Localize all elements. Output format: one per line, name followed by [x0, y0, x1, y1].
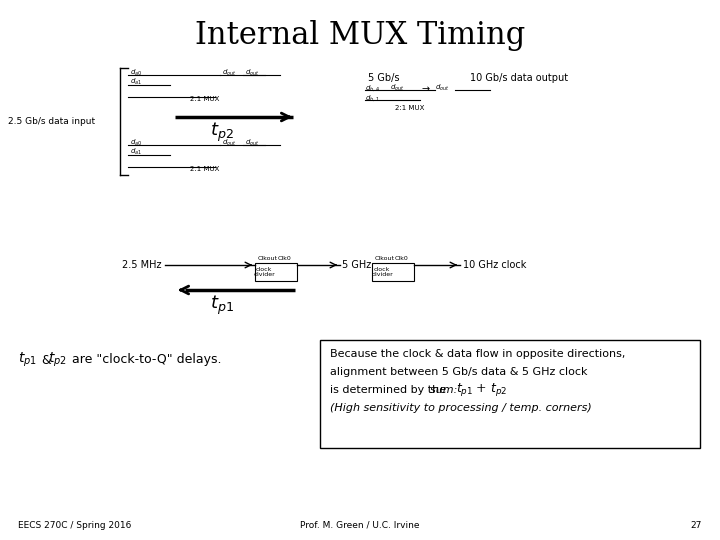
Text: $t_{p1}$: $t_{p1}$: [18, 351, 37, 369]
Text: 2:1 MUX: 2:1 MUX: [190, 166, 220, 172]
Text: 2.5 Gb/s data input: 2.5 Gb/s data input: [8, 117, 95, 125]
Text: $\rightarrow$: $\rightarrow$: [420, 83, 431, 93]
Text: Prof. M. Green / U.C. Irvine: Prof. M. Green / U.C. Irvine: [300, 521, 420, 530]
Text: 27: 27: [690, 521, 702, 530]
Text: $d_{out}$: $d_{out}$: [245, 138, 260, 148]
Text: $t_{p2}$: $t_{p2}$: [210, 120, 234, 144]
Text: 10 GHz clock: 10 GHz clock: [463, 260, 526, 270]
Text: EECS 270C / Spring 2016: EECS 270C / Spring 2016: [18, 521, 131, 530]
Bar: [255, 263, 297, 281]
Text: sum:: sum:: [430, 385, 461, 395]
Text: $d_{a1}$: $d_{a1}$: [130, 77, 142, 87]
Text: $d_{a0}$: $d_{a0}$: [130, 68, 143, 78]
Text: 5 GHz: 5 GHz: [342, 260, 372, 270]
Text: Clkout: Clkout: [375, 256, 395, 261]
Text: $d_{out}$: $d_{out}$: [222, 138, 237, 148]
Text: Internal MUX Timing: Internal MUX Timing: [195, 20, 525, 51]
Text: $t_{p1}$: $t_{p1}$: [210, 293, 234, 316]
Text: &: &: [38, 354, 55, 367]
Text: $t_{p2}$: $t_{p2}$: [48, 351, 67, 369]
Text: $t_{p1}$: $t_{p1}$: [456, 381, 473, 399]
Text: $d_{a1}$: $d_{a1}$: [130, 147, 142, 157]
Text: Because the clock & data flow in opposite directions,: Because the clock & data flow in opposit…: [330, 349, 626, 359]
Text: $d_{out}$: $d_{out}$: [222, 68, 237, 78]
Text: $d_{b,4}$: $d_{b,4}$: [365, 83, 380, 93]
Text: (High sensitivity to processing / temp. corners): (High sensitivity to processing / temp. …: [330, 403, 592, 413]
Text: $d_{out}$: $d_{out}$: [390, 83, 405, 93]
Text: is determined by the: is determined by the: [330, 385, 449, 395]
Bar: [372, 263, 414, 281]
Text: 2.5 MHz: 2.5 MHz: [122, 260, 162, 270]
Text: 2:1 MUX: 2:1 MUX: [190, 96, 220, 102]
Text: alignment between 5 Gb/s data & 5 GHz clock: alignment between 5 Gb/s data & 5 GHz cl…: [330, 367, 588, 377]
Text: $d_{out}$: $d_{out}$: [245, 68, 260, 78]
Text: Clk0: Clk0: [395, 256, 409, 261]
Text: 10 Gb/s data output: 10 Gb/s data output: [470, 73, 568, 83]
Text: $d_{out}$: $d_{out}$: [435, 83, 449, 93]
Text: 5 Gb/s: 5 Gb/s: [368, 73, 400, 83]
Text: $d_{a0}$: $d_{a0}$: [130, 138, 143, 148]
Text: + $t_{p2}$: + $t_{p2}$: [472, 381, 508, 399]
Text: 2:1 MUX: 2:1 MUX: [395, 105, 424, 111]
Bar: [320, 340, 700, 448]
Text: Clk0: Clk0: [278, 256, 292, 261]
Text: are "clock-to-Q" delays.: are "clock-to-Q" delays.: [68, 354, 222, 367]
Text: Clkout: Clkout: [258, 256, 278, 261]
Text: $d_{b,1}$: $d_{b,1}$: [365, 93, 379, 103]
Text: clock
divider: clock divider: [253, 267, 275, 278]
Text: clock
divider: clock divider: [371, 267, 393, 278]
